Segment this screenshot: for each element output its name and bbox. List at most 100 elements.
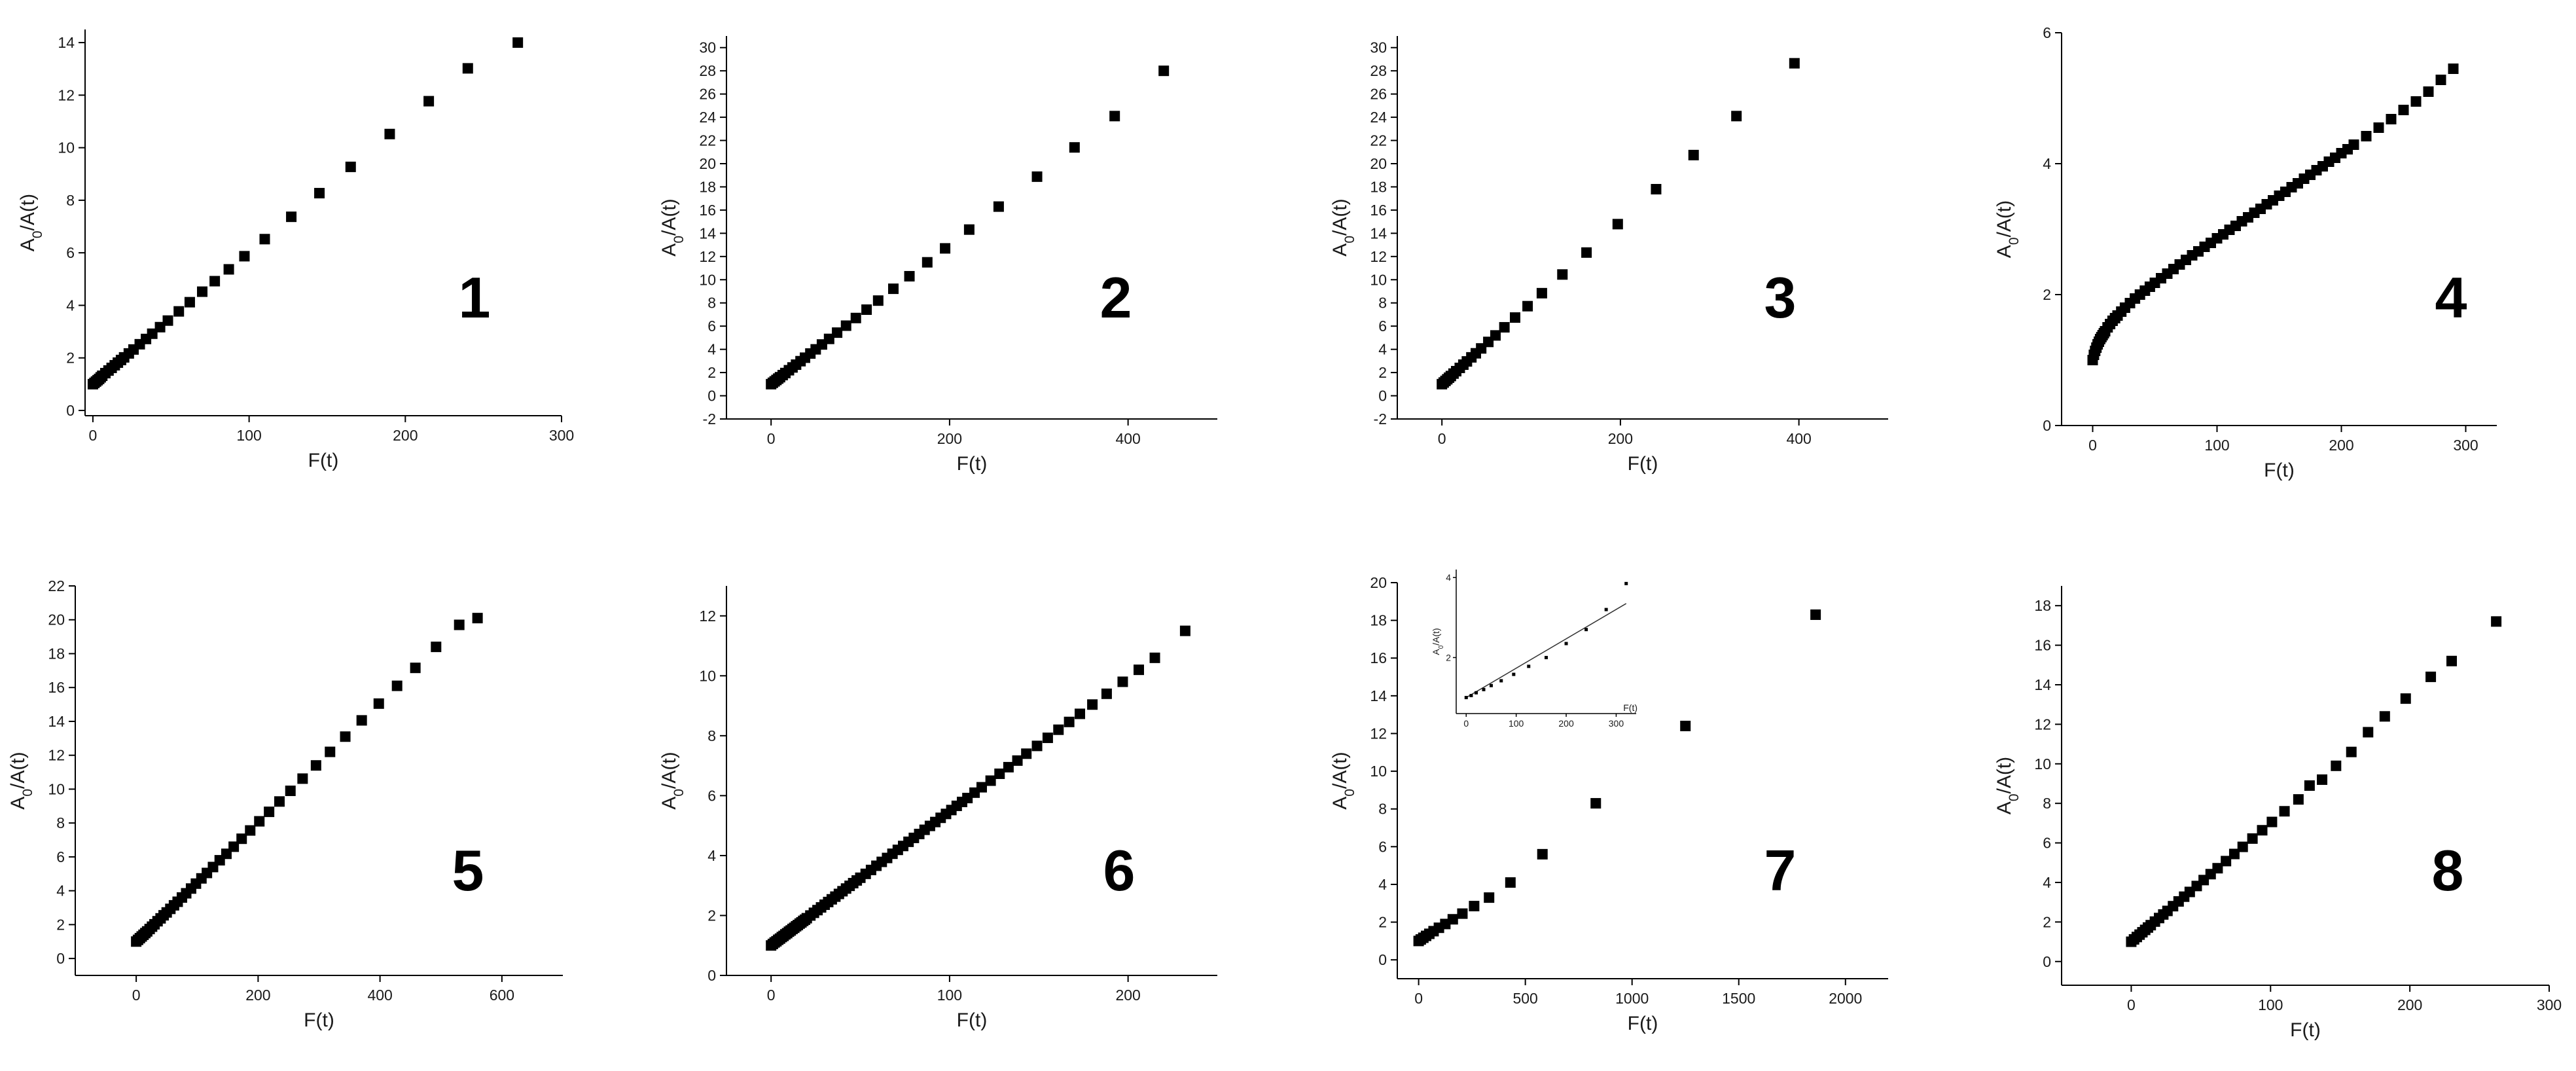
y-tick-label: 10 [699,667,716,684]
data-point [861,304,872,316]
data-point [2317,774,2328,785]
data-point [994,768,1005,779]
inset-data-point [1475,691,1478,695]
y-tick-label: 12 [699,608,716,625]
data-point [1505,877,1516,888]
data-point [2446,655,2457,666]
y-tick-label: 8 [1378,295,1387,312]
data-point [1101,688,1112,699]
data-point [314,188,325,199]
data-point [1731,111,1742,122]
y-tick-label: 0 [56,950,65,967]
y-axis-label: A0/A(t) [7,752,35,809]
panel-number: 5 [452,838,484,903]
chart-panel-2: 0 200 400-2024681012141618202224262830F(t)… [658,36,1217,475]
data-point [2363,727,2374,738]
panel-number: 7 [1764,838,1797,903]
y-tick-label: 20 [1370,155,1387,172]
y-tick-label: 14 [1370,225,1387,242]
x-tick-label: 100 [937,987,962,1004]
y-tick-label: 18 [2034,597,2051,614]
y-tick-label: 10 [2034,755,2051,772]
y-tick-label: 2 [2043,286,2051,303]
chart-panel-6: 0 100 200 0 2 4 6 8 10 12 F(t) A0/A(t) 6 [658,586,1217,1031]
y-tick-label: 26 [1370,86,1387,103]
data-point [1069,142,1080,153]
data-point [228,841,240,852]
data-point [1031,740,1043,752]
y-tick-label: 0 [1378,951,1387,968]
data-point [2221,856,2232,867]
x-tick-label: 400 [367,987,392,1004]
y-tick-label: 16 [1370,202,1387,219]
y-tick-label: 2 [1378,364,1387,381]
inset-x-tick-label: 300 [1609,718,1624,729]
y-tick-label: 12 [1370,725,1387,742]
x-tick-label: 400 [1786,430,1811,447]
y-tick-label: 0 [707,967,716,984]
data-point [2346,746,2357,757]
inset-x-tick-label: 200 [1558,718,1574,729]
data-point [904,270,915,281]
inset-data-point [1624,581,1628,585]
y-axis-label: A0/A(t) [658,198,687,256]
y-tick-label: 16 [1370,649,1387,666]
inset-data-point [1489,683,1493,687]
data-point [197,286,208,297]
y-tick-label: 18 [1370,612,1387,629]
y-tick-label: 8 [66,192,75,209]
data-point [1075,708,1085,719]
y-tick-label: 10 [1370,271,1387,288]
y-tick-label: 22 [699,132,716,149]
y-tick-label: 26 [699,86,716,103]
data-point [285,786,296,797]
data-point [512,37,524,48]
x-tick-label: 600 [490,987,514,1004]
data-point [1510,312,1520,323]
y-axis-label: A0/A(t) [17,194,45,251]
data-point [840,320,851,331]
y-tick-label: 2 [1378,914,1387,931]
data-point [1536,287,1547,299]
data-point [2228,848,2240,860]
data-point [1158,65,1170,77]
data-point [462,63,473,74]
y-tick-label: 20 [1370,574,1387,591]
inset-y-tick-label: 2 [1446,652,1451,663]
x-axis-label: F(t) [2290,1019,2321,1041]
y-tick-label: 0 [2043,953,2051,970]
y-tick-label: 4 [707,847,716,864]
y-tick-label: -2 [703,410,716,427]
data-point [340,731,351,742]
data-point [162,315,173,326]
y-tick-label: 24 [1370,109,1387,126]
data-point [410,663,421,674]
data-point [423,96,435,107]
data-point [1031,171,1043,182]
inset-x-tick-label: 100 [1509,718,1524,729]
x-tick-label: 0 [2127,996,2136,1013]
y-tick-label: 6 [2043,835,2051,852]
data-point [940,243,951,254]
y-tick-label: 0 [1378,388,1387,405]
data-point [1810,609,1821,620]
y-tick-label: 16 [2034,637,2051,654]
y-tick-label: 12 [48,747,65,764]
data-point [1688,149,1699,160]
y-tick-label: 10 [1370,763,1387,780]
data-point [1490,330,1501,341]
data-point [454,619,465,630]
data-point [2348,139,2359,150]
data-point [1064,716,1075,727]
y-tick-label: 10 [58,139,75,156]
data-point [2237,841,2248,852]
x-tick-label: 200 [245,987,270,1004]
y-axis-label: A0/A(t) [658,752,687,809]
x-tick-label: 0 [132,987,141,1004]
y-tick-label: 2 [2043,913,2051,930]
data-point [297,773,308,784]
data-point [173,306,185,317]
data-point [310,760,321,771]
data-point [2398,105,2409,115]
data-point [1457,908,1468,919]
